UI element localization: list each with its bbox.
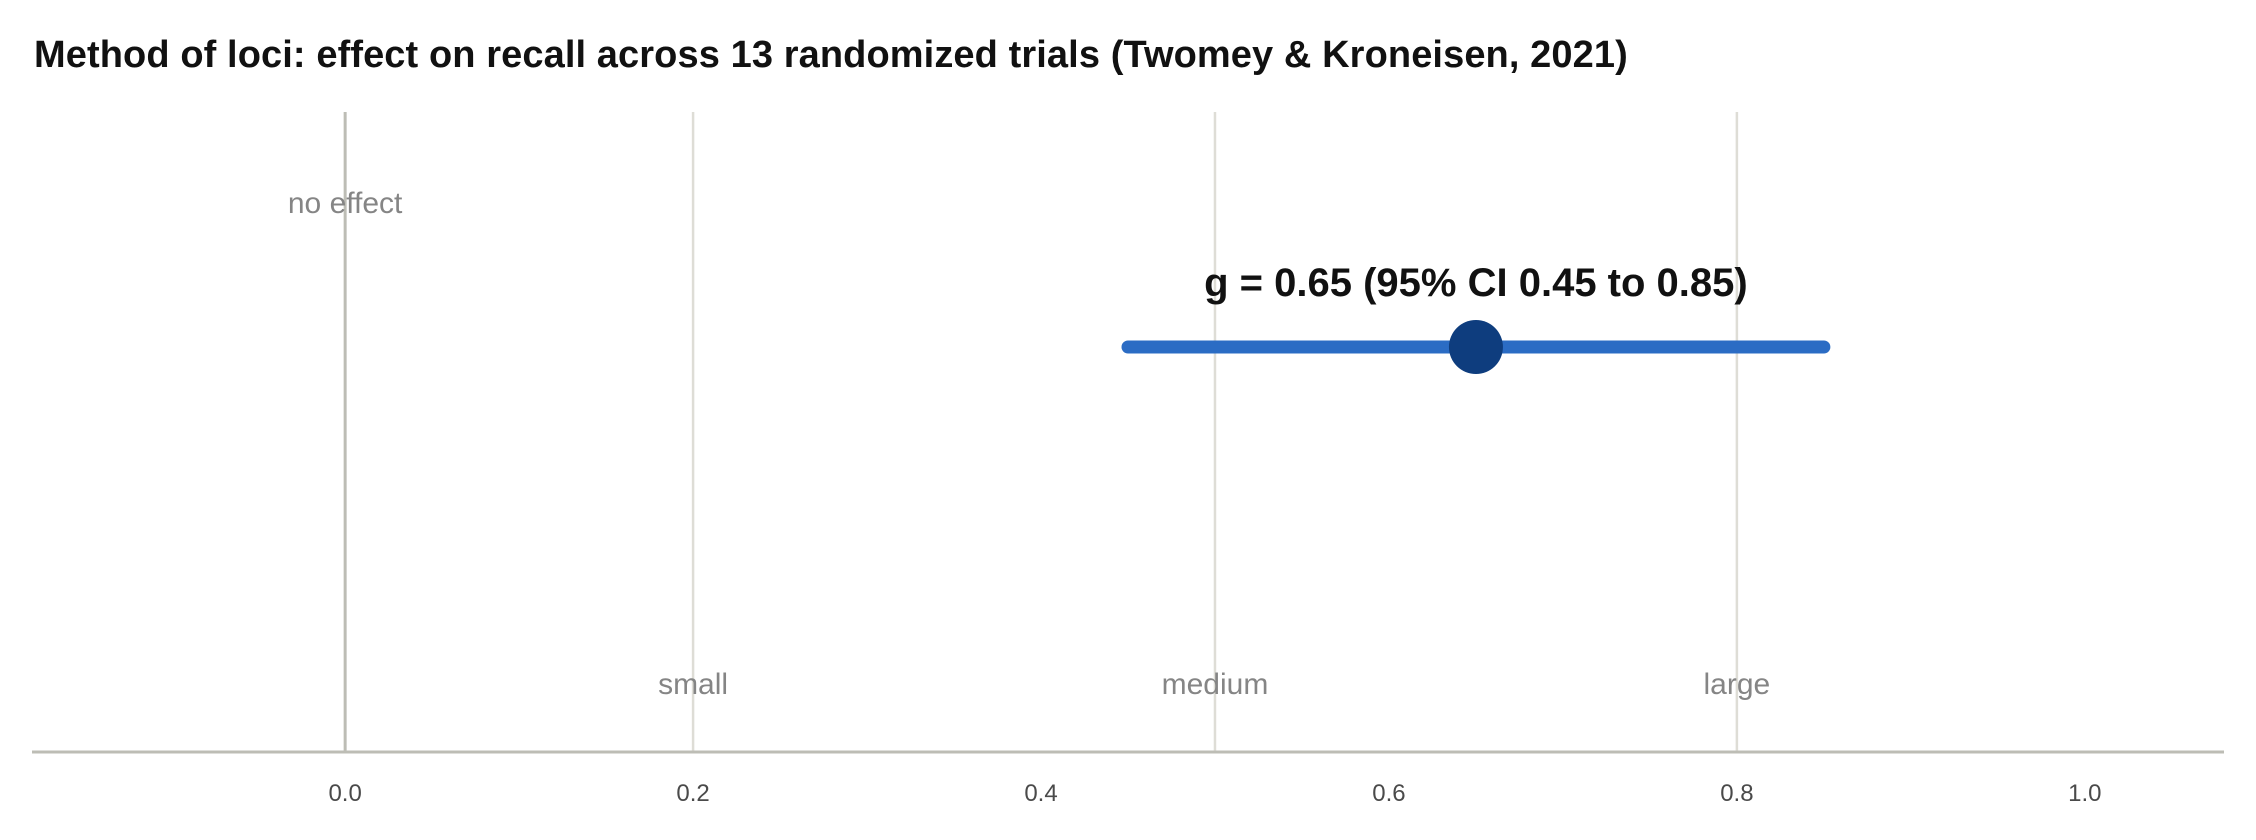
x-axis-ticks: 0.0 0.2 0.4 0.6 0.8 1.0 <box>328 780 2101 807</box>
estimate-group: g = 0.65 (95% CI 0.45 to 0.85) <box>1121 261 1831 374</box>
x-tick-label: 0.2 <box>676 780 709 807</box>
x-tick-label: 0.8 <box>1720 780 1753 807</box>
reference-lines <box>343 112 1739 752</box>
point-estimate-marker <box>1448 320 1503 374</box>
x-tick-label: 0.4 <box>1024 780 1057 807</box>
chart-title: Method of loci: effect on recall across … <box>34 34 1628 76</box>
reference-label-small: small <box>658 668 728 701</box>
reference-label-no-effect: no effect <box>288 187 403 220</box>
x-tick-label: 0.6 <box>1372 780 1405 807</box>
effect-size-labels: no effect small medium large <box>288 187 1770 701</box>
reference-label-large: large <box>1704 668 1771 701</box>
x-tick-label: 1.0 <box>2068 780 2101 807</box>
reference-label-medium: medium <box>1162 668 1269 701</box>
point-estimate-label: g = 0.65 (95% CI 0.45 to 0.85) <box>1204 261 1748 305</box>
x-tick-label: 0.0 <box>328 780 361 807</box>
